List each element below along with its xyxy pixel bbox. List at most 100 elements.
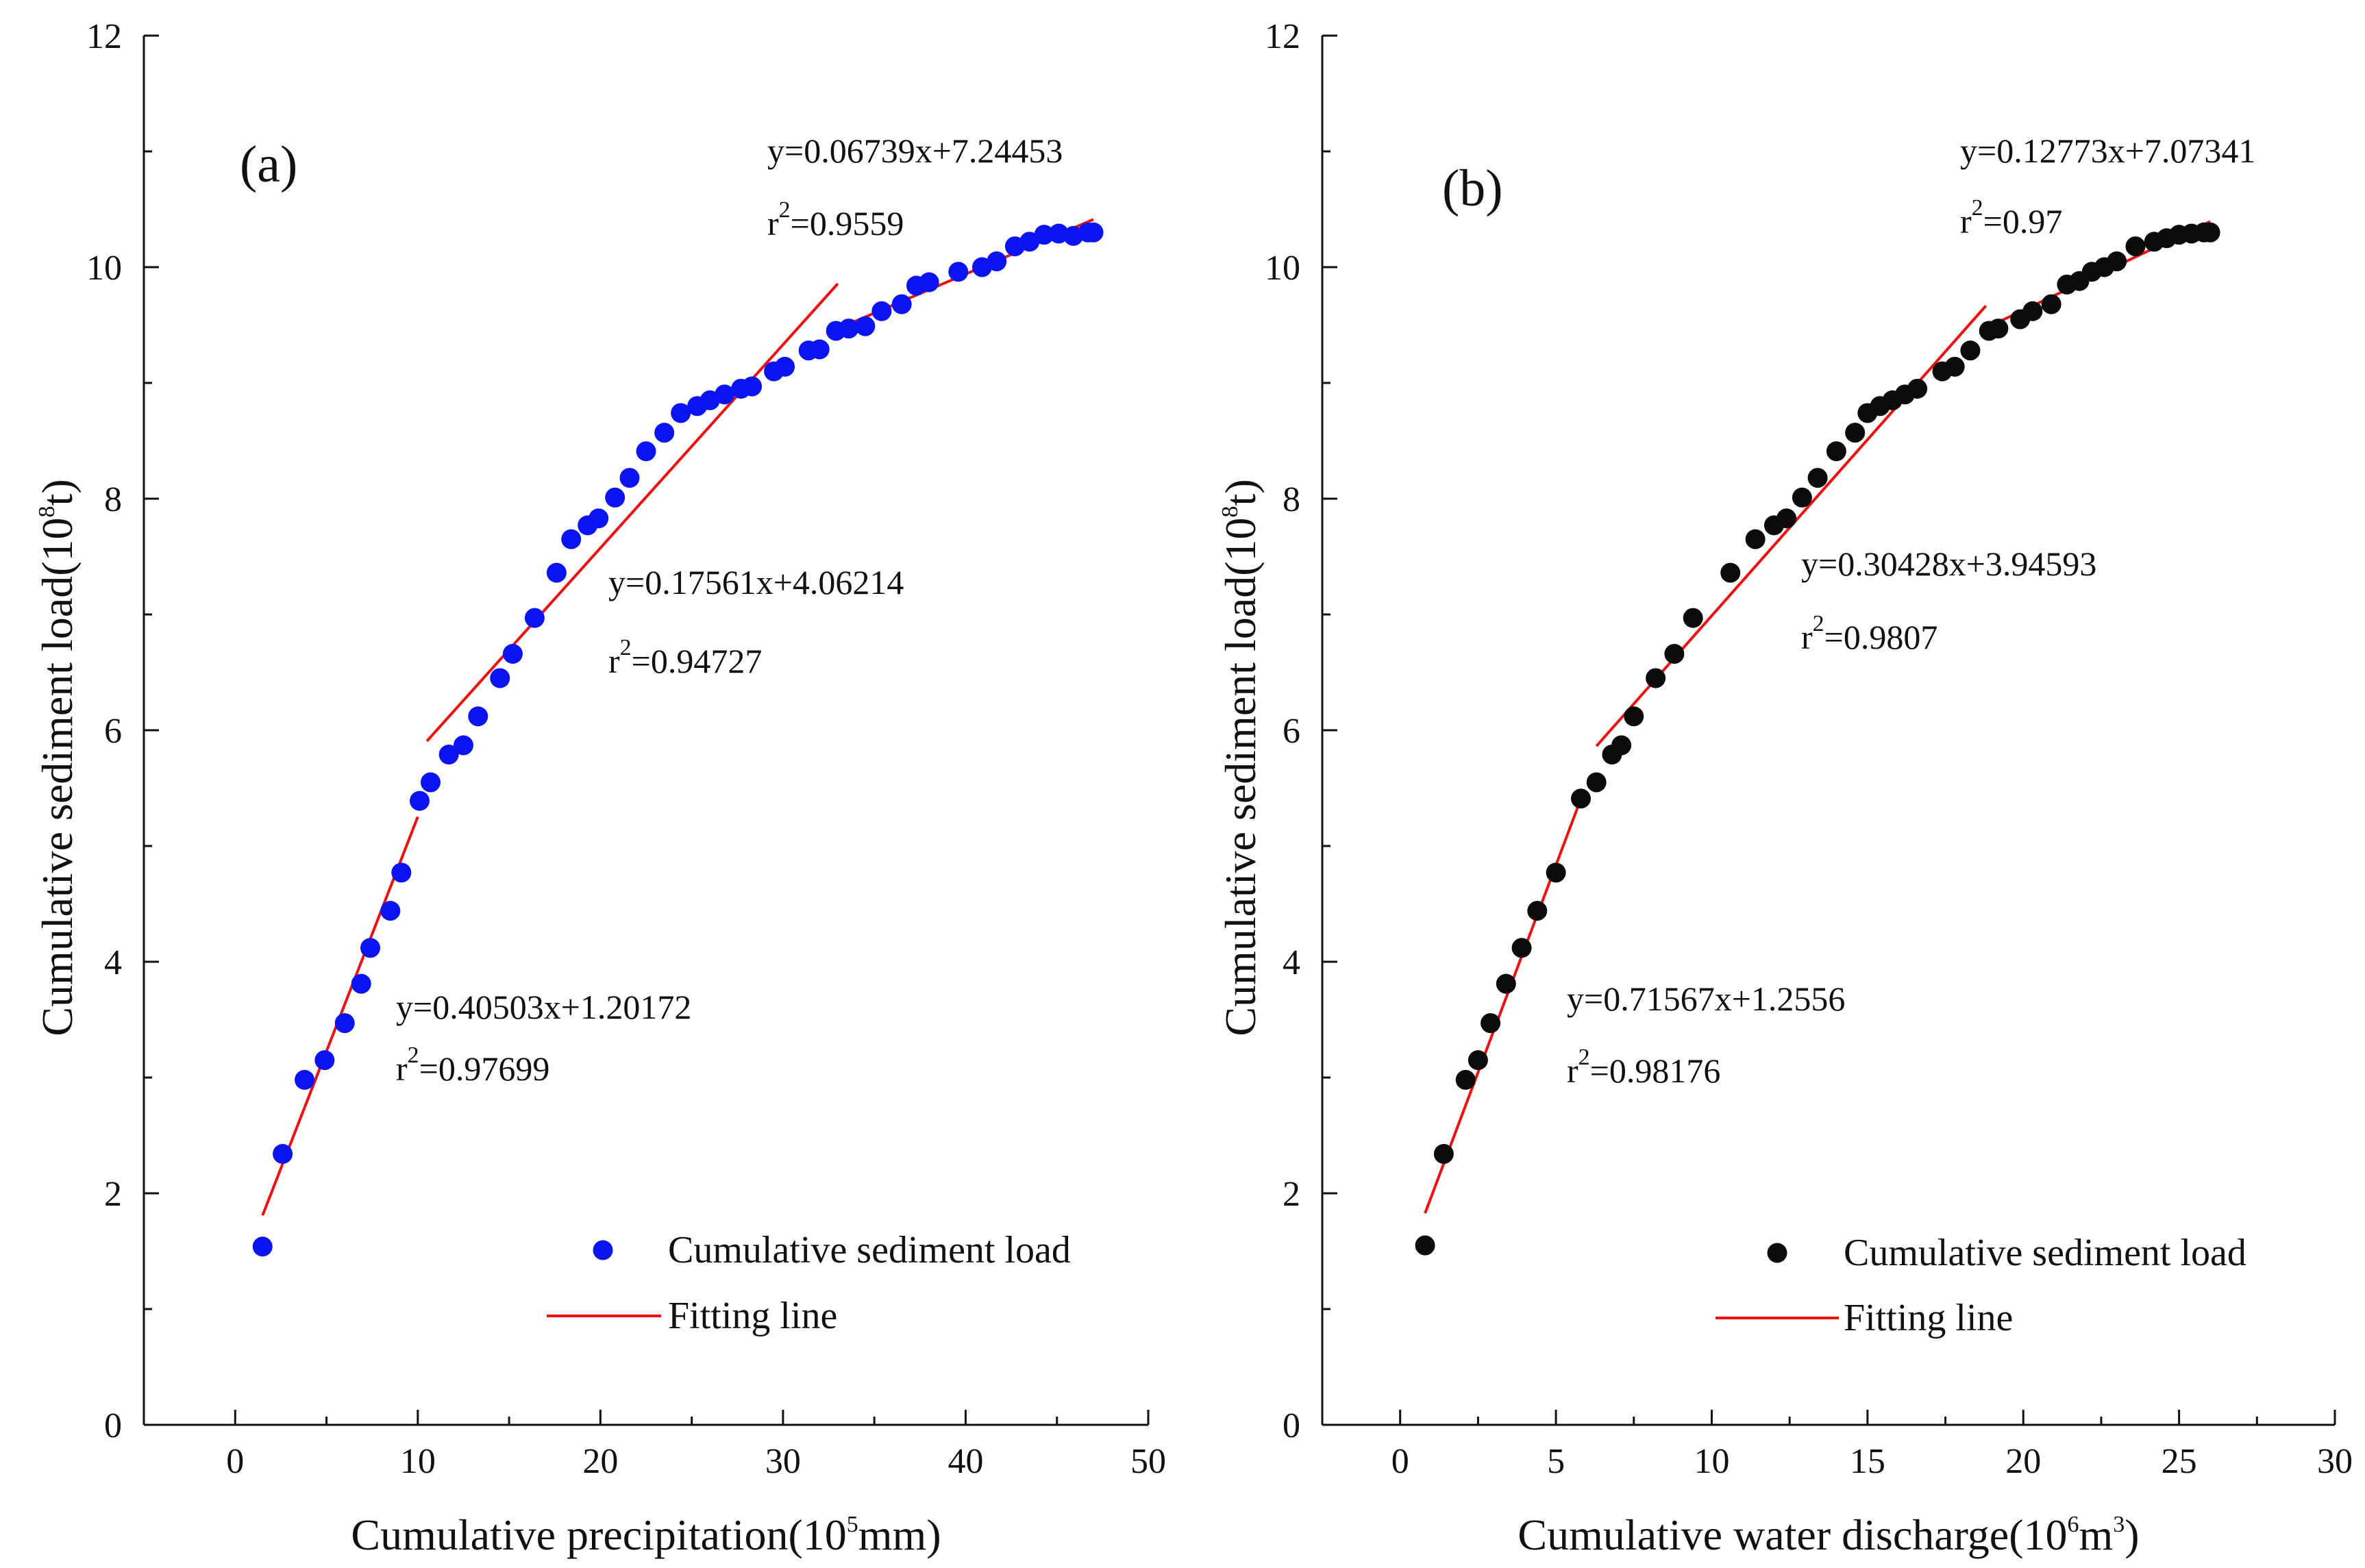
x-axis-title: Cumulative water discharge(106m3) [1518,1510,2139,1559]
data-point [1415,1235,1435,1256]
fit-r2-2: r2=0.9807 [1801,611,1937,656]
legend-label-line: Fitting line [1844,1297,2013,1339]
data-point [334,1013,355,1034]
y-tick-label: 12 [1265,17,1300,56]
data-point [2125,236,2146,257]
data-point [314,1050,335,1071]
data-point [1433,1144,1454,1165]
data-point [409,791,430,811]
x-tick-label: 30 [2317,1442,2353,1481]
y-tick-label: 6 [104,712,122,751]
data-point [391,862,412,883]
data-point [1570,788,1591,809]
y-tick-label: 10 [86,249,122,288]
x-axis-title: Cumulative precipitation(105mm) [351,1510,941,1559]
fit-equation-1: y=0.71567x+1.2556 [1567,980,1845,1018]
data-point [1511,938,1532,958]
data-point [1807,468,1828,488]
data-point [1034,225,1054,245]
data-point [1907,378,1928,399]
y-tick-label: 4 [104,943,122,982]
data-point [1083,222,1104,242]
data-point [1960,340,1981,361]
data-point [546,562,567,583]
data-point [871,301,892,321]
data-point [589,508,609,529]
fit-r2-1: r2=0.98176 [1567,1045,1720,1090]
data-point [1944,356,1965,377]
data-point [453,735,473,756]
fit-line-2 [425,282,839,743]
y-tick-label: 2 [1283,1175,1300,1214]
panel-label: (b) [1442,160,1503,217]
x-tick-label: 10 [400,1442,436,1481]
data-point [273,1144,293,1165]
legend-marker-points [593,1240,613,1260]
data-point [360,938,381,958]
data-point [561,529,582,549]
y-tick-label: 2 [104,1175,122,1214]
x-tick-label: 15 [1850,1442,1885,1481]
data-point [987,251,1007,272]
data-point [502,643,523,664]
data-point [420,772,441,793]
fit-r2-1: r2=0.97699 [396,1043,549,1088]
data-point [839,319,859,339]
y-tick-label: 0 [104,1406,122,1445]
data-point [1496,973,1516,994]
data-point [1826,441,1846,462]
data-point [1720,562,1741,583]
data-point [380,901,401,921]
data-point [1481,1013,1501,1034]
data-point [438,744,459,764]
data-point [1048,223,1069,244]
data-point [654,423,675,443]
data-point [2200,222,2220,242]
y-tick-label: 0 [1283,1406,1300,1445]
data-point [468,706,488,727]
panel-label: (a) [240,136,297,193]
data-point [351,973,371,994]
data-point [948,262,969,282]
legend-label-line: Fitting line [668,1295,837,1337]
x-tick-label: 20 [2005,1442,2041,1481]
x-tick-label: 40 [948,1442,983,1481]
data-point [1527,901,1548,921]
data-point [1646,668,1666,688]
x-tick-label: 10 [1694,1442,1729,1481]
data-point [295,1069,315,1090]
data-point [1683,608,1703,628]
data-point [742,376,763,397]
y-axis-title: Cumulative sediment load(108t) [1216,479,1265,1036]
fit-r2-3: r2=0.97 [1960,195,2062,240]
data-point [1745,529,1766,549]
data-point [524,608,545,628]
data-point [715,384,735,405]
y-tick-label: 4 [1283,943,1300,982]
data-point [490,668,510,688]
y-tick-label: 12 [86,17,122,56]
data-point [671,403,691,423]
y-tick-label: 6 [1283,712,1300,751]
legend-label-points: Cumulative sediment load [1844,1232,2246,1274]
data-point [919,272,939,293]
data-point [252,1236,273,1257]
panel-b: 0 5 10 15 20 25 30 0 2 4 6 8 10 12 Cumulative water di… [1216,17,2353,1559]
data-point [1468,1050,1488,1071]
data-point [1792,487,1812,508]
x-tick-label: 0 [1391,1442,1409,1481]
fit-equation-1: y=0.40503x+1.20172 [396,988,691,1026]
data-point [855,316,876,336]
y-axis-title: Cumulative sediment load(108t) [33,479,82,1036]
x-tick-label: 20 [582,1442,618,1481]
fit-equation-3: y=0.06739x+7.24453 [767,132,1063,170]
x-tick-label: 30 [765,1442,801,1481]
data-point [619,468,640,488]
data-point [636,441,656,462]
x-tick-label: 50 [1130,1442,1166,1481]
y-tick-label: 10 [1265,249,1300,288]
fit-equation-2: y=0.17561x+4.06214 [608,563,904,601]
x-tick-label: 5 [1547,1442,1565,1481]
data-point [1624,706,1644,727]
